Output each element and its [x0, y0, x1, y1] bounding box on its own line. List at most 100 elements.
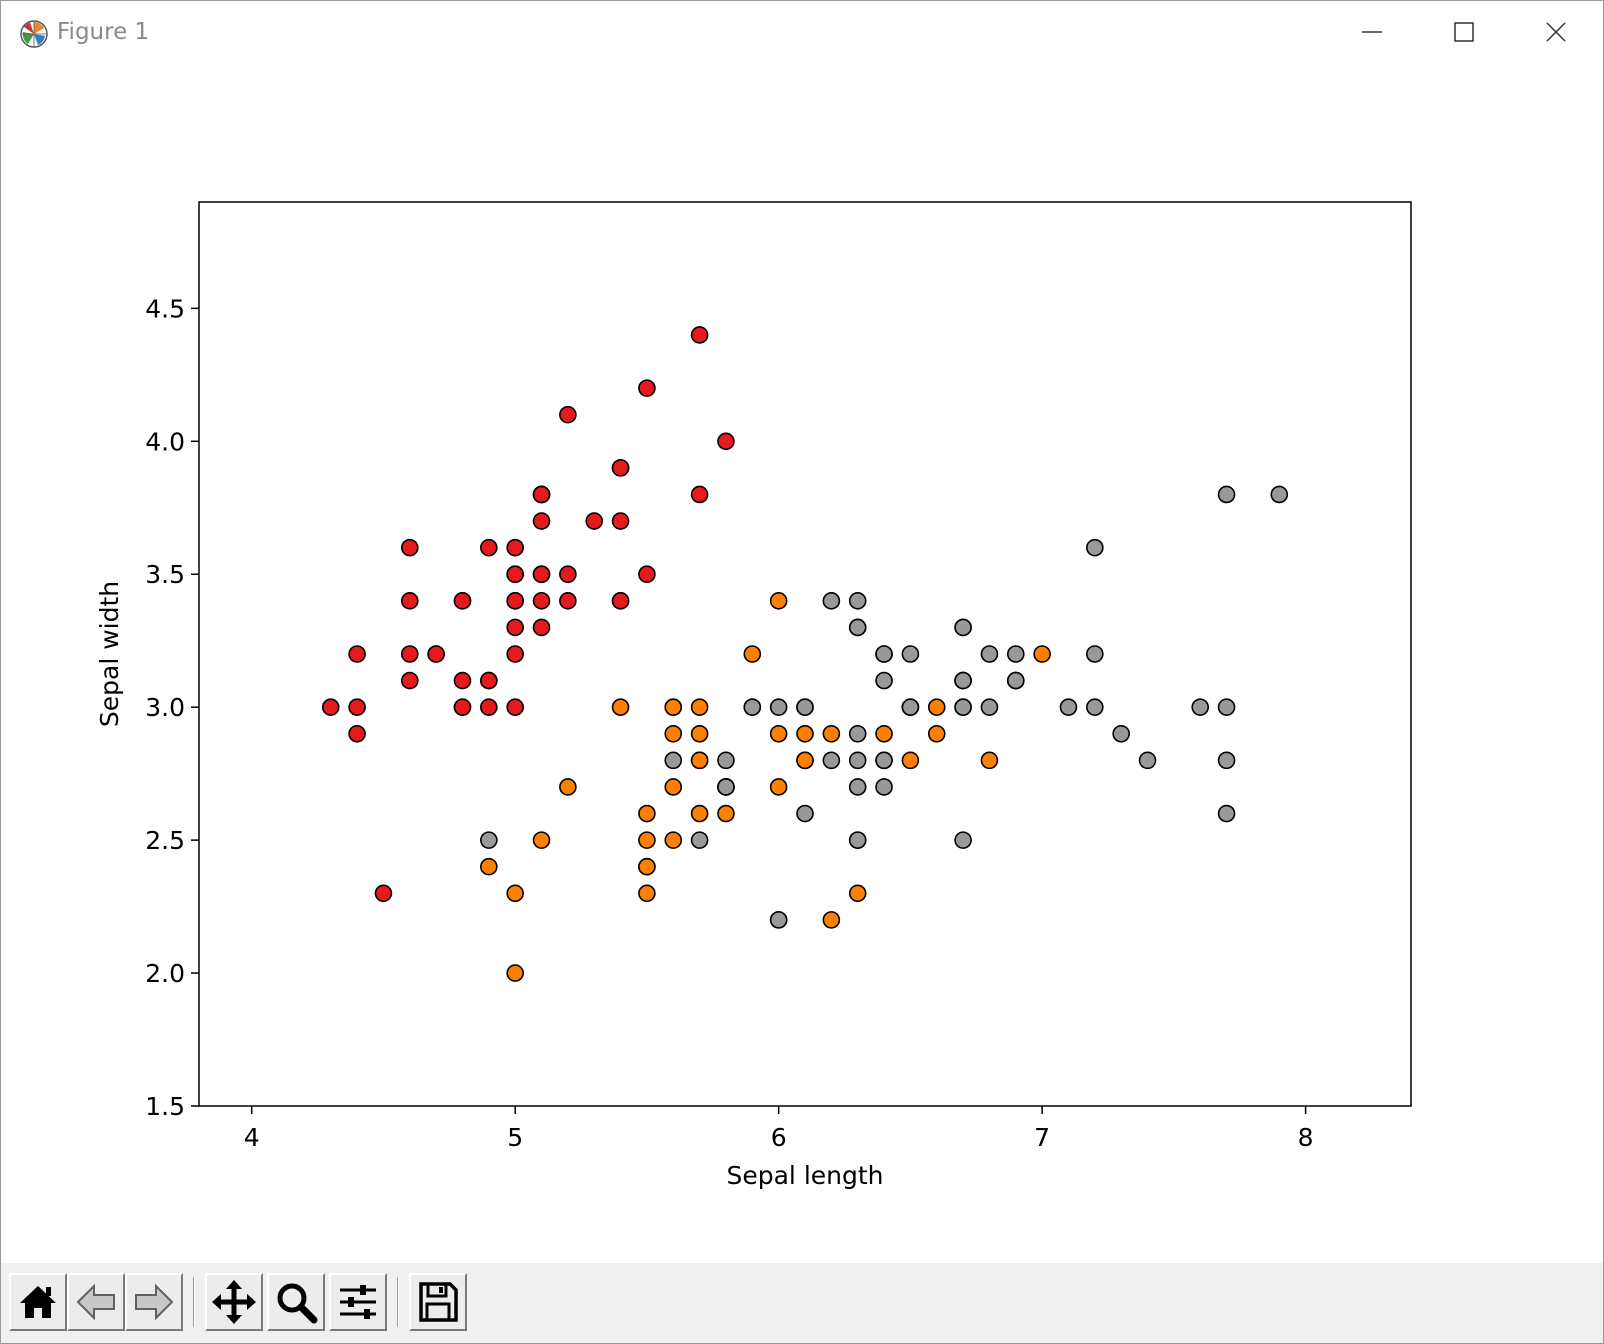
- data-point: [822, 751, 841, 770]
- y-tick-label: 3.0: [145, 693, 185, 722]
- chart-canvas[interactable]: 4 5 6 7 8 1.5 2.0 2.5 3.0 3.5 4.0 4.5 Sepal length…: [1, 63, 1603, 1263]
- data-point: [1217, 698, 1236, 716]
- data-point: [796, 804, 814, 823]
- data-point: [611, 698, 630, 716]
- data-point: [348, 645, 366, 663]
- data-point: [532, 831, 551, 849]
- data-point: [954, 698, 972, 716]
- data-point: [690, 326, 709, 344]
- data-point: [901, 751, 920, 770]
- close-button[interactable]: [1511, 1, 1601, 63]
- y-tick-label: 2.5: [145, 826, 185, 855]
- data-point: [559, 565, 577, 584]
- y-axis: 1.5 2.0 2.5 3.0 3.5 4.0 4.5: [145, 294, 199, 1121]
- data-point: [480, 698, 498, 716]
- data-point: [927, 724, 946, 743]
- data-point: [822, 724, 841, 743]
- data-point: [796, 751, 814, 770]
- pan-button[interactable]: [205, 1273, 263, 1331]
- x-tick-label: 5: [507, 1123, 523, 1152]
- data-point: [532, 512, 551, 530]
- data-point: [664, 751, 683, 770]
- data-point: [664, 698, 683, 716]
- data-point: [1086, 645, 1104, 663]
- data-point: [506, 565, 524, 584]
- data-point: [769, 592, 788, 610]
- data-point: [638, 379, 656, 397]
- data-point: [1086, 538, 1104, 557]
- data-point: [901, 698, 920, 716]
- data-point: [927, 698, 946, 716]
- data-point: [690, 485, 709, 504]
- data-point: [980, 751, 999, 770]
- minimize-button[interactable]: [1327, 1, 1417, 63]
- data-point: [690, 751, 709, 770]
- data-point: [1217, 804, 1236, 823]
- data-point: [374, 884, 393, 903]
- data-point: [1138, 751, 1157, 770]
- data-point: [769, 698, 788, 716]
- y-tick-label: 3.5: [145, 560, 185, 589]
- data-point: [980, 645, 999, 663]
- data-point: [690, 831, 709, 849]
- magnifier-icon: [277, 1283, 318, 1324]
- data-point: [453, 698, 472, 716]
- scatter-chart: 4 5 6 7 8 1.5 2.0 2.5 3.0 3.5 4.0 4.5 Sepal length…: [95, 201, 1412, 1190]
- data-point: [796, 698, 814, 716]
- data-point: [638, 857, 656, 876]
- data-point: [559, 405, 577, 424]
- data-point: [875, 724, 893, 743]
- x-tick-label: 4: [244, 1123, 260, 1152]
- data-point: [769, 911, 788, 929]
- forward-button[interactable]: [125, 1273, 183, 1331]
- data-point: [743, 698, 762, 716]
- data-point: [980, 698, 999, 716]
- configure-subplots-button[interactable]: [329, 1273, 387, 1331]
- data-point: [875, 751, 893, 770]
- data-point: [638, 831, 656, 849]
- data-point: [1033, 645, 1051, 663]
- data-point: [506, 592, 524, 610]
- data-point: [1191, 698, 1210, 716]
- data-point: [690, 698, 709, 716]
- maximize-button[interactable]: [1419, 1, 1509, 63]
- data-point: [585, 512, 604, 530]
- data-point: [480, 671, 498, 690]
- data-point: [638, 804, 656, 823]
- data-point: [1006, 645, 1025, 663]
- data-point: [848, 592, 867, 610]
- zoom-button[interactable]: [267, 1273, 325, 1331]
- data-point: [1217, 485, 1236, 504]
- data-point: [348, 724, 366, 743]
- data-point: [480, 831, 498, 849]
- title-bar[interactable]: Figure 1: [1, 1, 1603, 63]
- home-button[interactable]: [9, 1273, 67, 1331]
- data-point: [717, 778, 735, 796]
- data-point: [532, 485, 551, 504]
- data-point: [1270, 485, 1289, 504]
- minimize-icon: [1362, 31, 1382, 33]
- close-icon: [1546, 22, 1566, 42]
- data-point: [506, 618, 524, 637]
- data-point: [954, 618, 972, 637]
- back-button[interactable]: [67, 1273, 125, 1331]
- data-point: [638, 565, 656, 584]
- data-point: [506, 964, 524, 982]
- data-point: [559, 592, 577, 610]
- data-point: [664, 724, 683, 743]
- data-point: [875, 778, 893, 796]
- data-point: [638, 884, 656, 903]
- save-button[interactable]: [409, 1273, 467, 1331]
- data-point: [506, 698, 524, 716]
- data-point: [400, 538, 419, 557]
- arrow-left-icon: [76, 1283, 115, 1321]
- data-point: [848, 724, 867, 743]
- data-point: [796, 724, 814, 743]
- matplotlib-icon: [20, 20, 48, 48]
- data-point: [769, 778, 788, 796]
- arrow-right-icon: [135, 1283, 174, 1321]
- data-point: [506, 884, 524, 903]
- axes-frame: [198, 201, 1412, 1107]
- data-point: [769, 724, 788, 743]
- data-point: [348, 698, 366, 716]
